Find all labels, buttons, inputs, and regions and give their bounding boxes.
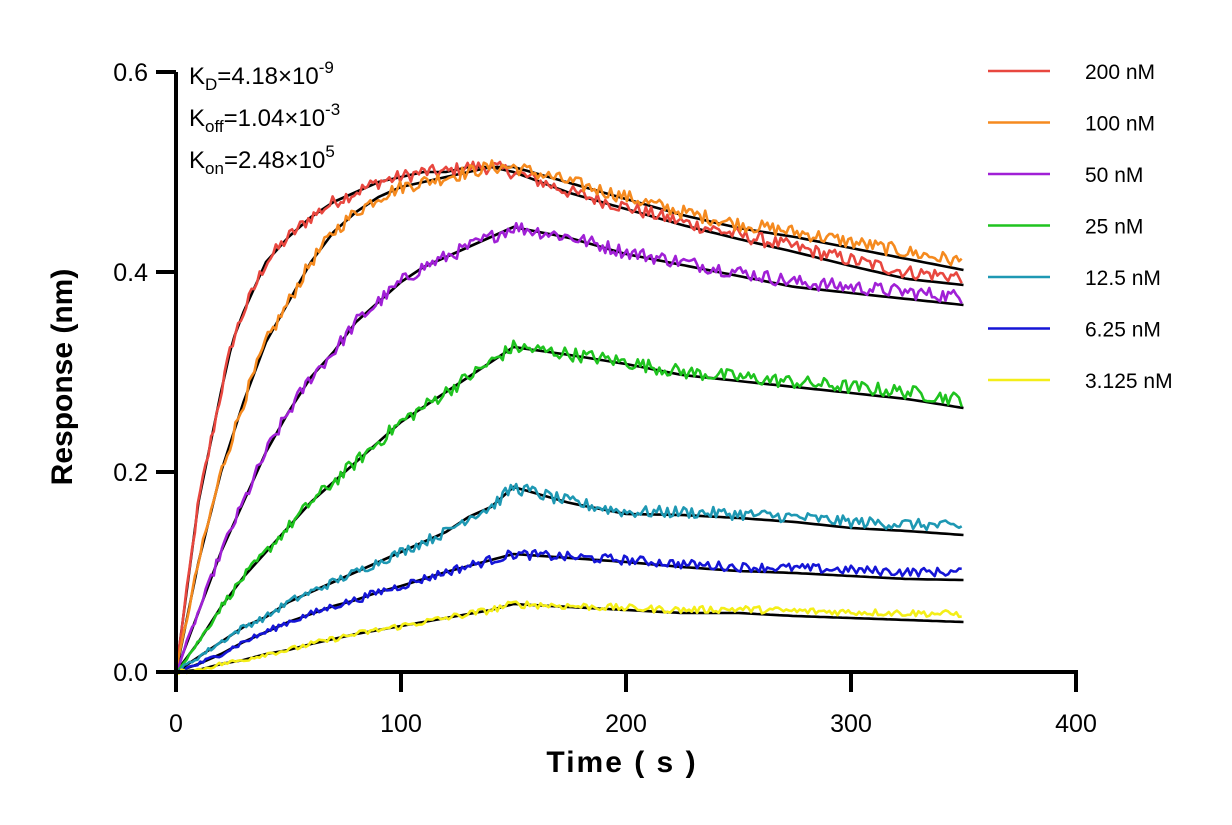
series-line-4 [175, 482, 963, 674]
x-tick-label: 200 [605, 710, 647, 738]
series-line-6 [175, 600, 962, 675]
legend: 200 nM 100 nM 50 nM 25 nM 12.5 nM 6.25 nM 3.12… [988, 61, 1173, 393]
legend-label: 100 nM [1085, 113, 1155, 136]
series-line-1 [174, 159, 963, 673]
x-axis-title: Time ( s ) [546, 746, 697, 779]
series-line-3 [175, 339, 963, 674]
kinetic-constants: KD=4.18×10-9 Koff=1.04×10-3 Kon=2.48×105 [189, 58, 340, 178]
legend-label: 6.25 nM [1085, 319, 1161, 342]
x-tick-label: 0 [169, 710, 183, 738]
fit-curve-4 [175, 485, 964, 674]
y-axis-title: Response (nm) [46, 269, 79, 486]
series-line-5 [175, 549, 962, 674]
kinetic-constant-label: Kon=2.48×105 [189, 142, 335, 178]
x-tick-label: 400 [1055, 710, 1097, 738]
fit-curve-6 [175, 602, 964, 674]
data-series [174, 159, 963, 675]
series-line-0 [174, 160, 963, 673]
x-axis-ticks: 0 100 200 300 400 [169, 672, 1097, 738]
legend-label: 50 nM [1085, 164, 1143, 187]
y-tick-label: 0.0 [113, 659, 148, 687]
fit-curve-3 [174, 345, 964, 673]
y-tick-label: 0.6 [113, 59, 148, 87]
series-line-2 [174, 222, 963, 673]
legend-label: 3.125 nM [1085, 370, 1173, 393]
kinetic-constant-label: Koff=1.04×10-3 [189, 100, 340, 136]
y-tick-label: 0.2 [113, 459, 148, 487]
x-tick-label: 100 [380, 710, 422, 738]
legend-label: 200 nM [1085, 61, 1155, 84]
kinetic-constant-label: KD=4.18×10-9 [189, 58, 334, 94]
y-tick-label: 0.4 [113, 259, 148, 287]
legend-label: 12.5 nM [1085, 267, 1161, 290]
y-axis-ticks: 0.0 0.2 0.4 0.6 [113, 59, 176, 687]
x-tick-label: 300 [830, 710, 872, 738]
legend-label: 25 nM [1085, 216, 1143, 239]
